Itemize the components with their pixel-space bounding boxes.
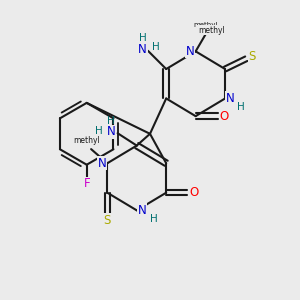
Text: methyl: methyl	[194, 22, 218, 28]
Text: N: N	[98, 157, 106, 170]
Text: S: S	[103, 214, 111, 227]
Text: H: H	[139, 33, 146, 43]
Text: N: N	[107, 125, 116, 138]
Text: N: N	[138, 204, 146, 217]
Text: O: O	[220, 110, 229, 123]
Text: S: S	[248, 50, 256, 63]
Text: H: H	[95, 126, 103, 136]
Text: methyl: methyl	[198, 26, 225, 35]
Text: F: F	[83, 177, 90, 190]
Text: H: H	[152, 42, 160, 52]
Text: methyl: methyl	[197, 25, 224, 34]
Text: N: N	[138, 43, 147, 56]
Text: H: H	[237, 102, 245, 112]
Text: N: N	[226, 92, 235, 105]
Text: methyl: methyl	[73, 136, 100, 146]
Text: H: H	[107, 116, 115, 126]
Text: N: N	[186, 45, 195, 58]
Text: O: O	[189, 186, 199, 199]
Text: H: H	[150, 214, 158, 224]
